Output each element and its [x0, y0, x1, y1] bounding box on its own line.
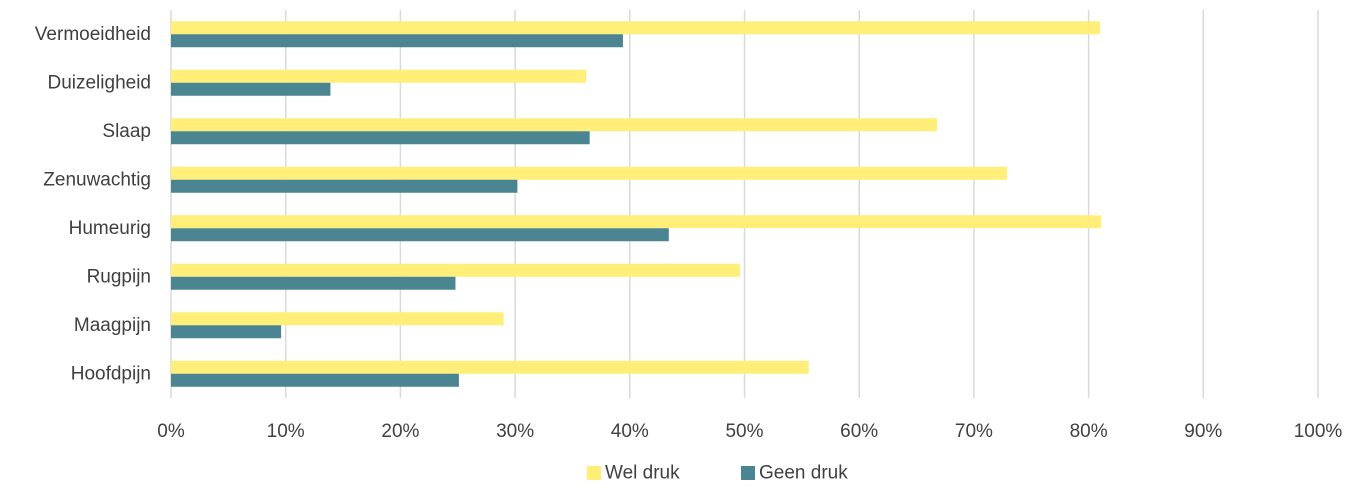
legend-label: Wel druk — [605, 463, 680, 484]
bar-geen-druk-zenuwachtig — [171, 179, 518, 193]
legend-label: Geen druk — [759, 463, 848, 484]
bars — [171, 21, 1102, 387]
bar-geen-druk-slaap — [171, 131, 590, 145]
x-tick-label: 60% — [840, 421, 878, 442]
x-tick-label: 0% — [157, 421, 185, 442]
legend: Wel druk Geen druk — [587, 463, 848, 484]
x-tick-label: 50% — [725, 421, 763, 442]
category-label: Duizeligheid — [47, 72, 151, 93]
bar-wel-druk-rugpijn — [171, 263, 740, 277]
x-tick-label: 90% — [1184, 421, 1222, 442]
bar-geen-druk-duizeligheid — [171, 82, 331, 96]
category-label: Rugpijn — [87, 266, 151, 287]
bar-geen-druk-rugpijn — [171, 276, 456, 290]
x-tick-label: 70% — [955, 421, 993, 442]
category-label: Maagpijn — [74, 315, 151, 336]
x-axis-tick-labels: 0% 10% 20% 30% 40% 50% 60% 70% 80% 90% 100% — [157, 421, 1342, 442]
bar-wel-druk-maagpijn — [171, 312, 504, 326]
bar-wel-druk-slaap — [171, 118, 938, 132]
gridlines — [170, 10, 1319, 398]
category-label: Hoofdpijn — [71, 363, 151, 384]
bar-geen-druk-vermoeidheid — [171, 34, 623, 48]
x-tick-label: 80% — [1070, 421, 1108, 442]
bar-wel-druk-duizeligheid — [171, 69, 587, 83]
category-label: Slaap — [102, 121, 151, 142]
x-tick-label: 10% — [267, 421, 305, 442]
x-tick-label: 30% — [496, 421, 534, 442]
bar-wel-druk-zenuwachtig — [171, 166, 1008, 180]
bar-wel-druk-humeurig — [171, 215, 1102, 229]
bar-geen-druk-humeurig — [171, 228, 669, 242]
category-label: Humeurig — [69, 218, 151, 239]
category-label: Zenuwachtig — [43, 169, 151, 190]
x-tick-label: 40% — [611, 421, 649, 442]
bar-geen-druk-hoofdpijn — [171, 373, 459, 387]
category-label: Vermoeidheid — [35, 24, 151, 45]
category-labels: Vermoeidheid Duizeligheid Slaap Zenuwachtig… — [35, 24, 151, 385]
bar-wel-druk-vermoeidheid — [171, 21, 1101, 35]
legend-swatch — [741, 466, 755, 480]
bar-geen-druk-maagpijn — [171, 325, 282, 339]
x-tick-label: 100% — [1294, 421, 1343, 442]
x-tick-label: 20% — [381, 421, 419, 442]
legend-swatch — [587, 466, 601, 480]
bar-wel-druk-hoofdpijn — [171, 360, 809, 374]
